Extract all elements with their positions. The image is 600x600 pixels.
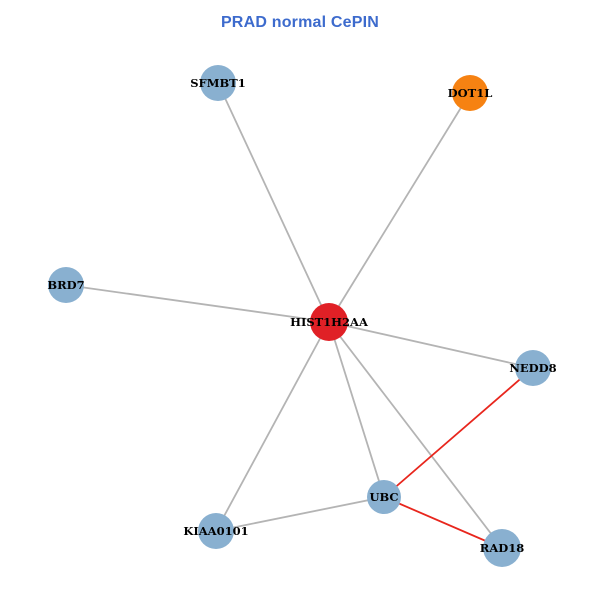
node-circle-NEDD8 — [515, 350, 551, 386]
node-circle-RAD18 — [483, 529, 521, 567]
edge-HIST1H2AA-UBC — [328, 321, 385, 498]
node-DOT1L: DOT1L — [448, 75, 492, 111]
edge-UBC-NEDD8 — [383, 367, 534, 498]
edge-HIST1H2AA-RAD18 — [328, 321, 503, 549]
plot-title: PRAD normal CePIN — [220, 14, 380, 31]
edge-KIAA0101-UBC — [215, 496, 385, 532]
edge-HIST1H2AA-SFMBT1 — [217, 82, 330, 323]
node-NEDD8: NEDD8 — [509, 350, 557, 386]
node-circle-DOT1L — [452, 75, 488, 111]
edge-HIST1H2AA-NEDD8 — [328, 321, 534, 369]
node-circle-UBC — [367, 480, 401, 514]
node-circle-SFMBT1 — [200, 65, 236, 101]
nodes-layer: SFMBT1 DOT1L BRD7 HIST1H2AA NEDD8 UBC KIAA0101… — [47, 65, 557, 567]
node-RAD18: RAD18 — [480, 529, 524, 567]
node-UBC: UBC — [367, 480, 401, 514]
node-SFMBT1: SFMBT1 — [190, 65, 246, 101]
node-circle-BRD7 — [48, 267, 84, 303]
node-KIAA0101: KIAA0101 — [183, 513, 249, 549]
edges-layer — [65, 82, 534, 549]
edge-HIST1H2AA-BRD7 — [65, 284, 330, 323]
edge-UBC-RAD18 — [383, 496, 503, 549]
edge-HIST1H2AA-DOT1L — [328, 92, 471, 323]
edge-HIST1H2AA-KIAA0101 — [215, 321, 330, 532]
node-BRD7: BRD7 — [47, 267, 85, 303]
node-circle-HIST1H2AA — [310, 303, 348, 341]
node-HIST1H2AA: HIST1H2AA — [290, 303, 369, 341]
node-circle-KIAA0101 — [198, 513, 234, 549]
